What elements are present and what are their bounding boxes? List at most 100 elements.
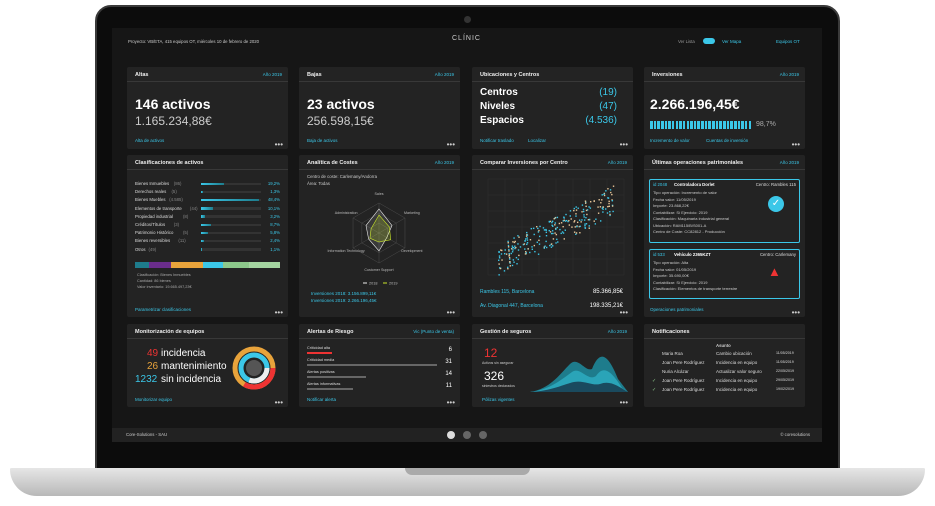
- menu[interactable]: •••: [446, 140, 455, 149]
- toggle[interactable]: [703, 38, 715, 44]
- point: [585, 216, 587, 219]
- centro: Centro de coste: Carlemany/Andorra: [307, 174, 377, 179]
- segment: [664, 121, 668, 129]
- notif-who: Nuria Alcázar: [662, 369, 689, 374]
- view-list[interactable]: Ver Lista: [678, 39, 695, 44]
- link[interactable]: Cuentas de inversión: [706, 138, 749, 143]
- point: [552, 225, 554, 227]
- point: [533, 233, 535, 236]
- point: [578, 219, 581, 221]
- menu[interactable]: •••: [619, 140, 628, 149]
- point: [539, 225, 541, 228]
- link[interactable]: Pólizas vigentes: [482, 397, 515, 402]
- point: [560, 232, 562, 235]
- notif-date: 29/05/2019: [776, 378, 794, 382]
- point: [536, 225, 538, 228]
- count-label: incidencia: [161, 348, 206, 359]
- card-analitica: Analítica de Costes Año 2019 Centro de c…: [299, 155, 460, 317]
- segment: [675, 121, 679, 129]
- point: [611, 199, 613, 201]
- point: [611, 200, 614, 202]
- link[interactable]: Alta de activos: [135, 138, 165, 143]
- menu[interactable]: •••: [274, 308, 283, 317]
- item-count: (3): [173, 222, 180, 227]
- item-name: Otros: [135, 246, 146, 252]
- row-value: 198.335,21€: [589, 303, 623, 309]
- area: [530, 381, 628, 392]
- item-pct: 48,4%: [267, 197, 280, 203]
- card-ubicaciones: Ubicaciones y Centros Notificar traslado…: [472, 67, 633, 149]
- point: [582, 210, 585, 213]
- point: [555, 228, 557, 230]
- menu[interactable]: •••: [274, 140, 283, 149]
- point: [508, 254, 511, 256]
- point: [567, 220, 569, 223]
- link[interactable]: Operaciones patrimoniales: [650, 307, 704, 312]
- point: [561, 231, 564, 233]
- link[interactable]: Notificar traslado: [480, 138, 514, 143]
- point: [512, 241, 514, 243]
- link[interactable]: Notificar alerta: [307, 397, 337, 402]
- segment: [723, 121, 726, 129]
- item-name: Propiedad industrial: [135, 213, 173, 219]
- menu[interactable]: •••: [791, 140, 800, 149]
- op-line: Fecha valor: 11/05/2019: [653, 196, 696, 202]
- segment: [650, 121, 653, 129]
- title: Bajas: [307, 72, 322, 78]
- point: [562, 232, 565, 234]
- period: Año 2019: [779, 72, 799, 77]
- point: [530, 227, 533, 230]
- point: [516, 263, 518, 265]
- place: Vic (Punto de venta): [413, 329, 454, 334]
- point: [575, 233, 577, 235]
- menu[interactable]: •••: [619, 398, 628, 407]
- link[interactable]: Localizar: [528, 138, 547, 143]
- op-line: Fecha valor: 01/05/2019: [653, 266, 697, 272]
- item-bar: [201, 231, 208, 235]
- point: [595, 218, 597, 220]
- alert-bar: [307, 364, 437, 366]
- link[interactable]: Baja de activos: [307, 138, 338, 143]
- nav-dot[interactable]: [447, 431, 455, 439]
- view-map[interactable]: Ver Mapa: [722, 39, 742, 44]
- menu[interactable]: •••: [446, 398, 455, 407]
- item-count: (49): [148, 246, 157, 252]
- segment: [653, 121, 657, 129]
- radar-label: Marketing: [404, 211, 420, 215]
- point: [513, 241, 516, 244]
- link[interactable]: Incremento de valor: [650, 138, 690, 143]
- link[interactable]: Parametrizar clasificaciones: [135, 307, 192, 312]
- nav-dot[interactable]: [479, 431, 487, 439]
- point: [564, 229, 566, 231]
- point: [525, 235, 528, 237]
- menu[interactable]: •••: [791, 308, 800, 317]
- point: [543, 229, 546, 231]
- item-count: (5): [183, 230, 189, 236]
- point: [517, 243, 519, 245]
- separator: [472, 338, 633, 339]
- menu[interactable]: •••: [274, 398, 283, 407]
- footer-left: Core-Solutions - SAU: [126, 432, 168, 437]
- menu[interactable]: •••: [619, 308, 628, 317]
- point: [562, 220, 564, 222]
- point: [514, 240, 516, 243]
- equipos[interactable]: Equipos OT: [776, 39, 800, 44]
- op-id: id 533: [653, 252, 665, 257]
- link[interactable]: Monitorizar equipo: [135, 397, 173, 402]
- line: Inversiones 2019: 2.266.196,45€: [311, 298, 377, 303]
- point: [607, 197, 609, 199]
- notif-subject: Actualizar valor seguro: [716, 369, 762, 374]
- point: [584, 227, 586, 229]
- alert-value: 31: [445, 359, 452, 365]
- point: [581, 211, 583, 213]
- menu[interactable]: •••: [446, 308, 455, 317]
- point: [612, 210, 614, 213]
- nav-dot[interactable]: [463, 431, 471, 439]
- point: [583, 216, 585, 218]
- point: [576, 225, 578, 228]
- segment: [704, 121, 708, 129]
- segment: [668, 121, 671, 129]
- segment: [697, 121, 701, 129]
- point: [563, 238, 565, 240]
- row-count: (47): [599, 101, 617, 112]
